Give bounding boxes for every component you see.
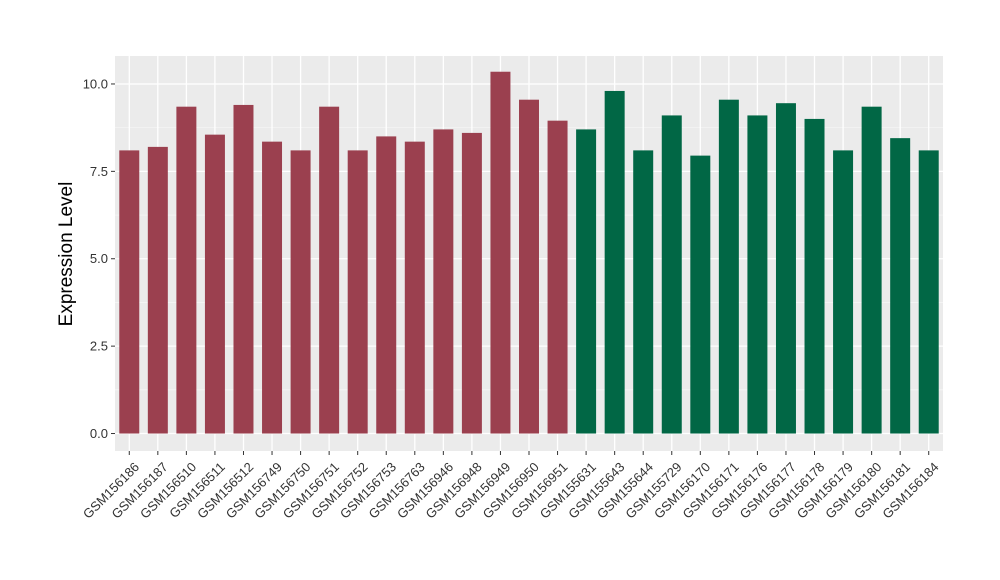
bar — [718, 99, 739, 434]
bar — [404, 141, 425, 434]
y-tick-label: 7.5 — [90, 164, 108, 179]
bar — [233, 104, 254, 434]
y-tick-label: 5.0 — [90, 251, 108, 266]
bar — [576, 129, 597, 434]
bar — [747, 115, 768, 434]
bar — [804, 118, 825, 434]
bar — [262, 141, 283, 434]
bar — [918, 150, 939, 434]
bar — [547, 120, 568, 434]
bar — [690, 155, 711, 434]
bar — [833, 150, 854, 434]
bar — [433, 129, 454, 434]
x-axis: GSM156186GSM156187GSM156510GSM156511GSM1… — [80, 451, 942, 522]
bar — [290, 150, 311, 434]
bar — [633, 150, 654, 434]
bar — [147, 146, 168, 434]
bar — [319, 106, 340, 434]
bar — [347, 150, 368, 434]
bar — [861, 106, 882, 434]
bar — [461, 132, 482, 434]
y-axis-title: Expression Level — [56, 182, 77, 327]
y-tick-label: 0.0 — [90, 426, 108, 441]
bar — [890, 138, 911, 434]
bar — [376, 136, 397, 434]
bar — [604, 90, 625, 434]
bar — [661, 115, 682, 434]
bar — [119, 150, 140, 434]
bar — [775, 103, 796, 434]
bar — [519, 99, 539, 434]
y-axis: 0.0 2.5 5.0 7.5 10.0 — [83, 76, 115, 441]
y-tick-label: 10.0 — [83, 76, 108, 91]
bar — [204, 134, 225, 434]
y-tick-label: 2.5 — [90, 339, 108, 354]
bar — [490, 71, 511, 434]
bars — [119, 71, 939, 434]
bar — [176, 106, 197, 434]
